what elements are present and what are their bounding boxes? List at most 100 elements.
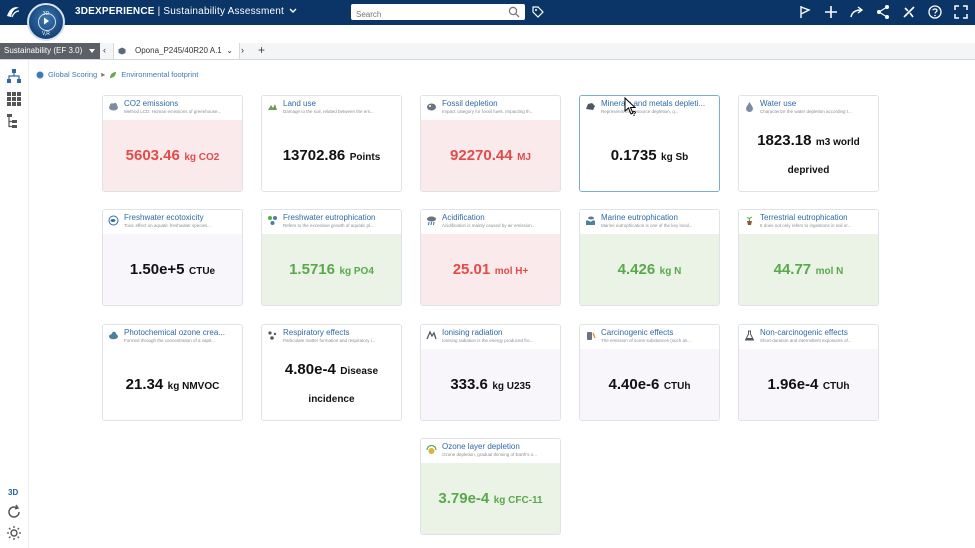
card-value: 1823.18 bbox=[757, 131, 812, 149]
indicator-card[interactable]: CO2 emissions Method LCD: Human emission… bbox=[102, 95, 243, 192]
indicator-card[interactable]: Fossil depletion Impact category for fos… bbox=[420, 95, 561, 192]
help-icon[interactable] bbox=[927, 4, 943, 20]
tab-next-icon[interactable]: › bbox=[241, 45, 244, 55]
card-unit: kg CFC-11 bbox=[493, 494, 543, 506]
card-description: Method LCD: Human emissions of greenhous… bbox=[124, 109, 222, 114]
search-box[interactable] bbox=[351, 4, 525, 23]
settings-sun-icon[interactable] bbox=[6, 525, 22, 541]
dassault-logo-icon bbox=[4, 3, 22, 21]
water-drop-icon bbox=[746, 102, 753, 112]
leaf-icon bbox=[110, 71, 117, 78]
compass-play-icon bbox=[38, 13, 56, 31]
card-value: 25.01 bbox=[452, 260, 491, 278]
view-3d-label[interactable]: 3D bbox=[8, 488, 19, 497]
card-header: Minerals and metals depleti... Represent… bbox=[580, 96, 719, 120]
card-description: The emission of some substances (such as… bbox=[601, 338, 692, 343]
smog-cloud-icon bbox=[109, 331, 118, 340]
marine-icon bbox=[586, 216, 595, 225]
card-title: Photochemical ozone crea... bbox=[124, 328, 225, 337]
card-description: Refers to the excessive growth of aquati… bbox=[283, 223, 374, 228]
breadcrumb-item-environmental-footprint[interactable]: Environmental footprint bbox=[121, 70, 199, 79]
card-value-area: 44.77 mol N bbox=[739, 234, 878, 305]
indicator-card[interactable]: Minerals and metals depleti... Represent… bbox=[579, 95, 720, 192]
app-name: Sustainability Assessment bbox=[163, 6, 285, 17]
indicator-card[interactable]: Photochemical ozone crea... Formed throu… bbox=[102, 324, 243, 421]
card-title: Water use bbox=[760, 99, 797, 108]
app-title[interactable]: 3DEXPERIENCE | Sustainability Assessment bbox=[75, 6, 297, 17]
indicator-card[interactable]: Acidification Acidification is mainly ca… bbox=[420, 209, 561, 306]
tab-document[interactable]: Opona_P245/40R20 A.1 ⌄ bbox=[113, 43, 240, 59]
indicator-card[interactable]: Marine eutrophication Marine eutrophicat… bbox=[579, 209, 720, 306]
card-description: Marine eutrophication is one of the key … bbox=[601, 223, 693, 228]
card-title: Carcinogenic effects bbox=[601, 328, 674, 337]
card-header: Marine eutrophication Marine eutrophicat… bbox=[580, 210, 719, 234]
indicator-card[interactable]: Ionising radiation Ionising radiation is… bbox=[420, 324, 561, 421]
tree-view-icon[interactable] bbox=[6, 113, 22, 129]
grid-view-icon[interactable] bbox=[6, 91, 22, 107]
indicator-card[interactable]: Freshwater eutrophication Refers to the … bbox=[261, 209, 402, 306]
chemical-flask-icon bbox=[744, 330, 755, 341]
card-value-area: 3.79e-4 kg CFC-11 bbox=[421, 463, 560, 534]
share-arrow-icon[interactable] bbox=[849, 4, 865, 20]
card-title: Non-carcinogenic effects bbox=[760, 328, 848, 337]
flag-icon[interactable] bbox=[797, 4, 813, 20]
land-use-icon bbox=[268, 104, 277, 110]
indicator-card[interactable]: Ozone layer depletion Ozone depletion, g… bbox=[420, 438, 561, 535]
card-unit: CTUh bbox=[822, 380, 850, 392]
indicator-card[interactable]: Non-carcinogenic effects Short-duration … bbox=[738, 324, 879, 421]
card-value: 4.40e-6 bbox=[608, 375, 660, 393]
hierarchy-icon[interactable] bbox=[6, 68, 22, 84]
app-selector[interactable]: Sustainability (EF 3.0) bbox=[0, 43, 100, 59]
card-value-area: 1.96e-4 CTUh bbox=[739, 349, 878, 420]
tab-prev-icon[interactable]: ‹ bbox=[103, 45, 106, 55]
tab-label: Opona_P245/40R20 A.1 bbox=[135, 46, 222, 55]
tools-icon[interactable] bbox=[901, 4, 917, 20]
card-header: CO2 emissions Method LCD: Human emission… bbox=[103, 96, 242, 120]
card-value-area: 25.01 mol H+ bbox=[421, 234, 560, 305]
card-value-area: 1823.18 m3 world deprived bbox=[739, 120, 878, 191]
app-selector-label: Sustainability (EF 3.0) bbox=[4, 46, 83, 55]
tab-bar: Sustainability (EF 3.0) ‹ Opona_P245/40R… bbox=[0, 43, 975, 60]
card-header: Terrestrial eutrophication It does not o… bbox=[739, 210, 878, 234]
chevron-down-icon bbox=[289, 8, 297, 13]
acid-rain-icon bbox=[427, 216, 436, 226]
card-description: Short-duration and intermittent exposure… bbox=[760, 338, 852, 343]
card-value: 1.5716 bbox=[289, 260, 335, 278]
ozone-layer-icon bbox=[426, 444, 437, 454]
indicator-card[interactable]: Respiratory effects Particulate matter f… bbox=[261, 324, 402, 421]
chevron-down-icon[interactable]: ⌄ bbox=[226, 46, 233, 55]
add-tab-button[interactable]: + bbox=[258, 43, 266, 57]
fullscreen-icon[interactable] bbox=[953, 4, 969, 20]
add-icon[interactable] bbox=[823, 4, 839, 20]
fish-icon bbox=[108, 215, 119, 226]
breadcrumb-separator-icon: ▸ bbox=[101, 70, 106, 79]
tag-icon[interactable] bbox=[531, 5, 545, 19]
card-value-area: 1.5716 kg PO4 bbox=[262, 234, 401, 305]
share-icon[interactable] bbox=[875, 4, 891, 20]
search-input[interactable] bbox=[351, 6, 506, 23]
card-header: Carcinogenic effects The emission of som… bbox=[580, 325, 719, 349]
radiation-icon bbox=[426, 330, 437, 340]
indicator-card[interactable]: Terrestrial eutrophication It does not o… bbox=[738, 209, 879, 306]
card-value-area: 5603.46 kg CO2 bbox=[103, 120, 242, 191]
card-unit: kg U235 bbox=[492, 380, 531, 392]
breadcrumb-item-global-scoring[interactable]: Global Scoring bbox=[48, 70, 98, 79]
indicator-card[interactable]: Carcinogenic effects The emission of som… bbox=[579, 324, 720, 421]
compass-label-bottom: V,R bbox=[42, 31, 50, 37]
svg-text:?: ? bbox=[632, 111, 636, 117]
card-title: Minerals and metals depleti... bbox=[601, 99, 706, 108]
indicator-card[interactable]: Freshwater ecotoxicity Toxic effect on a… bbox=[102, 209, 243, 306]
indicator-card[interactable]: Land use Damage to the soil, related bet… bbox=[261, 95, 402, 192]
card-unit: Disease incidence bbox=[308, 365, 379, 405]
card-description: Characterize the water depletion accordi… bbox=[760, 109, 852, 114]
card-description: Damage to the soil, related between the … bbox=[283, 109, 374, 114]
search-icon[interactable] bbox=[508, 6, 520, 18]
card-header: Fossil depletion Impact category for fos… bbox=[421, 96, 560, 120]
card-unit: CTUe bbox=[188, 265, 216, 277]
card-value: 1.96e-4 bbox=[767, 375, 819, 393]
refresh-icon[interactable] bbox=[6, 504, 22, 520]
compass-widget[interactable]: 3D V,R bbox=[27, 3, 65, 41]
indicator-card[interactable]: Water use Characterize the water depleti… bbox=[738, 95, 879, 192]
card-value: 1.50e+5 bbox=[129, 260, 185, 278]
card-unit: kg CO2 bbox=[184, 151, 220, 163]
